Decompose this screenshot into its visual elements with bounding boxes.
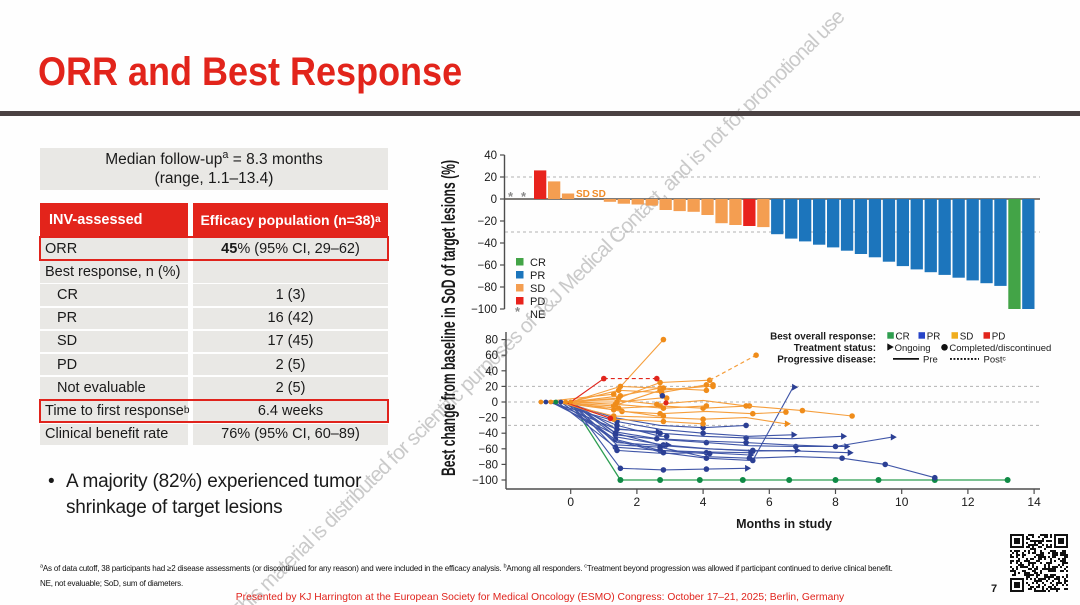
- svg-text:8: 8: [832, 495, 839, 509]
- svg-text:*: *: [508, 189, 514, 204]
- svg-text:Progressive disease:: Progressive disease:: [777, 355, 876, 366]
- svg-text:NE: NE: [530, 309, 545, 321]
- svg-text:−20: −20: [478, 413, 498, 425]
- svg-text:−80: −80: [478, 459, 498, 471]
- svg-text:20: 20: [484, 172, 497, 184]
- svg-text:*: *: [521, 189, 527, 204]
- svg-text:Postc: Postc: [984, 355, 1007, 366]
- svg-text:*: *: [515, 304, 521, 319]
- svg-text:−60: −60: [477, 260, 497, 272]
- svg-text:PR: PR: [530, 270, 545, 282]
- svg-text:Completed/discontinued: Completed/discontinued: [949, 343, 1051, 354]
- svg-text:SD: SD: [960, 332, 974, 343]
- svg-text:14: 14: [1027, 495, 1041, 509]
- svg-text:60: 60: [485, 350, 498, 362]
- svg-text:2: 2: [634, 495, 641, 509]
- svg-text:4: 4: [700, 495, 707, 509]
- svg-text:−100: −100: [472, 475, 498, 487]
- svg-text:Best overall response:: Best overall response:: [770, 332, 876, 343]
- svg-text:40: 40: [484, 150, 497, 162]
- svg-text:40: 40: [485, 366, 498, 378]
- svg-text:CR: CR: [530, 257, 546, 269]
- svg-text:6: 6: [766, 495, 773, 509]
- svg-text:SD: SD: [530, 283, 545, 295]
- svg-text:0: 0: [492, 397, 498, 409]
- svg-text:0: 0: [491, 194, 497, 206]
- svg-text:Treatment status:: Treatment status:: [794, 343, 876, 354]
- svg-text:20: 20: [485, 381, 498, 393]
- svg-text:−40: −40: [477, 238, 497, 250]
- svg-text:PD: PD: [530, 296, 545, 308]
- svg-text:−100: −100: [471, 304, 497, 316]
- svg-text:−20: −20: [477, 216, 497, 228]
- svg-text:−60: −60: [478, 444, 498, 456]
- svg-text:10: 10: [895, 495, 909, 509]
- svg-text:PR: PR: [927, 332, 941, 343]
- svg-text:−40: −40: [478, 428, 498, 440]
- svg-text:Pre: Pre: [923, 355, 938, 366]
- svg-text:Ongoing: Ongoing: [895, 343, 931, 354]
- svg-text:SD SD: SD SD: [576, 189, 606, 200]
- svg-text:Best change from baseline in S: Best change from baseline in SoD of targ…: [439, 160, 460, 476]
- svg-text:PD: PD: [992, 332, 1006, 343]
- svg-text:−80: −80: [477, 282, 497, 294]
- svg-text:12: 12: [961, 495, 975, 509]
- svg-text:0: 0: [567, 495, 574, 509]
- svg-text:80: 80: [485, 335, 498, 347]
- svg-text:Months in study: Months in study: [736, 517, 832, 531]
- svg-text:CR: CR: [896, 332, 910, 343]
